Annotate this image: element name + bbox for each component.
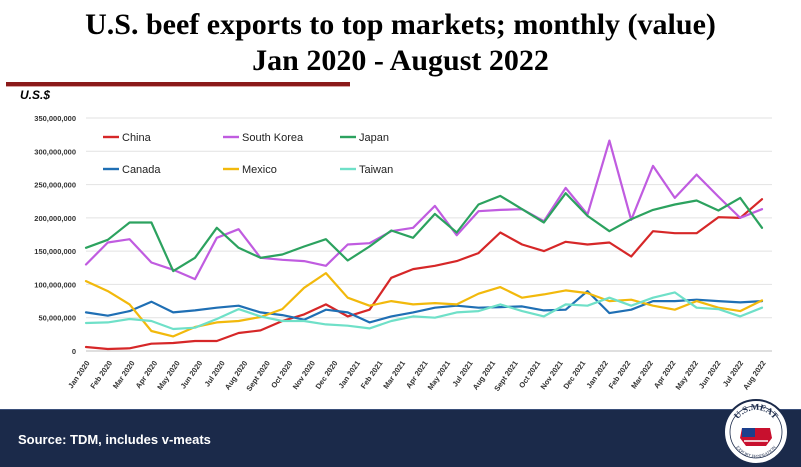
x-tick-label: Jun 2020 (179, 359, 205, 390)
series-line-china (84, 198, 764, 351)
x-tick-label: May 2021 (426, 359, 453, 391)
grid-lines (86, 117, 772, 352)
line-chart: 0 50,000,000 100,000,000 150,000,000 200,000… (20, 88, 772, 393)
y-tick-labels: 0 50,000,000 100,000,000 150,000,000 200,000… (34, 114, 76, 356)
footer-bar (0, 410, 801, 467)
legend-label-china: China (122, 132, 152, 144)
series-line-mexico (84, 272, 764, 338)
x-tick-label: Jul 2021 (450, 359, 474, 388)
title-underline (6, 82, 350, 86)
y-tick-label: 150,000,000 (34, 247, 76, 256)
series-line-canada (84, 290, 764, 324)
x-tick-label: May 2020 (155, 359, 182, 391)
title-underline-shadow (6, 86, 350, 87)
legend-label-japan: Japan (359, 132, 389, 144)
source-note: Source: TDM, includes v-meats (18, 432, 211, 447)
x-tick-label: Jul 2022 (721, 359, 745, 388)
y-tick-label: 300,000,000 (34, 147, 76, 156)
y-tick-label: 200,000,000 (34, 214, 76, 223)
legend-label-taiwan: Taiwan (359, 164, 393, 176)
legend-label-south-korea: South Korea (242, 132, 304, 144)
y-tick-label: 100,000,000 (34, 280, 76, 289)
y-tick-label: 250,000,000 (34, 181, 76, 190)
legend-label-mexico: Mexico (242, 164, 277, 176)
x-tick-label: Dec 2021 (561, 359, 587, 391)
x-tick-label: Jul 2020 (202, 359, 226, 388)
x-tick-label: Mar 2021 (381, 359, 407, 390)
series-line-japan (84, 192, 764, 273)
x-tick-label: Jun 2022 (697, 359, 723, 390)
legend: China South Korea Japan Canada Mexico Taiwan (103, 132, 393, 176)
x-tick-label: Mar 2020 (111, 359, 137, 390)
x-tick-label: Mar 2022 (629, 359, 655, 390)
series-line-taiwan (84, 291, 764, 331)
x-tick-label: May 2022 (674, 359, 701, 391)
x-tick-label: Aug 2022 (741, 359, 768, 391)
y-axis-label: U.S.$ (20, 88, 50, 102)
series-line-south-korea (84, 139, 764, 281)
y-tick-label: 350,000,000 (34, 114, 76, 123)
usmef-logo: U.S.MEAT EXPORT FEDERATION (723, 399, 789, 465)
series-lines (84, 139, 764, 351)
y-tick-label: 50,000,000 (38, 314, 76, 323)
chart-title-line2: Jan 2020 - August 2022 (252, 44, 549, 77)
legend-label-canada: Canada (122, 164, 161, 176)
x-tick-label: Dec 2020 (313, 359, 339, 391)
chart-title-line1: U.S. beef exports to top markets; monthl… (85, 8, 716, 41)
y-tick-label: 0 (72, 347, 76, 356)
